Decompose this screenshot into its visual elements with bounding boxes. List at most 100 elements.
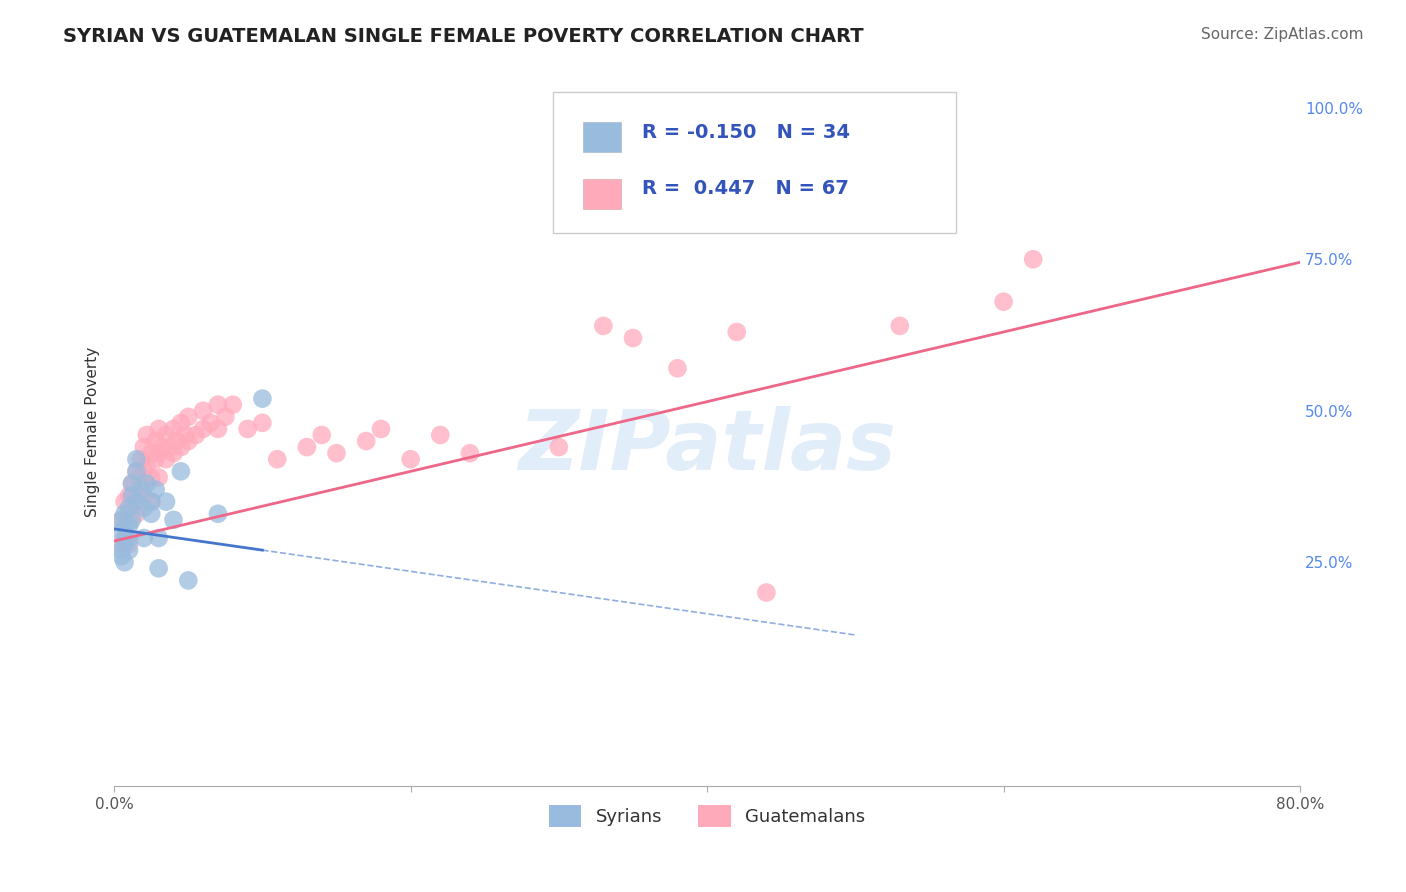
- Point: [174, 428, 197, 442]
- Point: [114, 519, 136, 533]
- Point: [155, 428, 177, 442]
- Point: [159, 440, 181, 454]
- Point: [191, 422, 214, 436]
- Point: [118, 489, 141, 503]
- Point: [162, 446, 184, 460]
- Point: [129, 483, 152, 497]
- Point: [141, 494, 163, 508]
- Point: [114, 507, 136, 521]
- Point: [148, 446, 170, 460]
- Point: [170, 416, 193, 430]
- Point: [311, 428, 333, 442]
- Point: [135, 458, 157, 473]
- Point: [184, 428, 207, 442]
- Text: ZIPatlas: ZIPatlas: [519, 406, 896, 487]
- Point: [200, 416, 222, 430]
- Y-axis label: Single Female Poverty: Single Female Poverty: [86, 347, 100, 517]
- Point: [266, 452, 288, 467]
- Point: [145, 483, 167, 497]
- Point: [177, 409, 200, 424]
- Point: [141, 507, 163, 521]
- Point: [110, 513, 132, 527]
- Point: [354, 434, 377, 448]
- Point: [115, 531, 138, 545]
- Point: [458, 446, 481, 460]
- Point: [150, 440, 173, 454]
- Point: [125, 489, 148, 503]
- Point: [429, 428, 451, 442]
- Point: [325, 446, 347, 460]
- Point: [170, 440, 193, 454]
- Point: [162, 513, 184, 527]
- Text: Source: ZipAtlas.com: Source: ZipAtlas.com: [1201, 27, 1364, 42]
- Point: [114, 494, 136, 508]
- Point: [207, 398, 229, 412]
- FancyBboxPatch shape: [582, 122, 620, 152]
- Point: [114, 555, 136, 569]
- Point: [252, 392, 274, 406]
- Text: R = -0.150   N = 34: R = -0.150 N = 34: [643, 123, 849, 142]
- Point: [148, 531, 170, 545]
- Point: [236, 422, 259, 436]
- Point: [132, 489, 155, 503]
- Point: [148, 422, 170, 436]
- Point: [295, 440, 318, 454]
- Point: [370, 422, 392, 436]
- Point: [755, 585, 778, 599]
- Point: [621, 331, 644, 345]
- Point: [135, 476, 157, 491]
- Point: [125, 464, 148, 478]
- Point: [207, 422, 229, 436]
- Point: [110, 524, 132, 539]
- Point: [121, 476, 143, 491]
- Point: [191, 403, 214, 417]
- Point: [110, 513, 132, 527]
- Point: [121, 513, 143, 527]
- Point: [165, 434, 187, 448]
- Point: [114, 537, 136, 551]
- Point: [118, 531, 141, 545]
- Point: [118, 513, 141, 527]
- Point: [125, 452, 148, 467]
- Point: [993, 294, 1015, 309]
- Point: [118, 519, 141, 533]
- Point: [141, 494, 163, 508]
- Point: [177, 434, 200, 448]
- Point: [725, 325, 748, 339]
- Point: [129, 452, 152, 467]
- Point: [141, 446, 163, 460]
- Point: [129, 476, 152, 491]
- Point: [121, 489, 143, 503]
- Point: [125, 507, 148, 521]
- Point: [125, 464, 148, 478]
- Point: [252, 416, 274, 430]
- Point: [110, 537, 132, 551]
- Point: [207, 507, 229, 521]
- Point: [114, 531, 136, 545]
- FancyBboxPatch shape: [553, 92, 956, 234]
- Point: [155, 494, 177, 508]
- Point: [222, 398, 245, 412]
- Point: [132, 531, 155, 545]
- Text: SYRIAN VS GUATEMALAN SINGLE FEMALE POVERTY CORRELATION CHART: SYRIAN VS GUATEMALAN SINGLE FEMALE POVER…: [63, 27, 863, 45]
- Point: [547, 440, 569, 454]
- Point: [148, 561, 170, 575]
- Point: [118, 500, 141, 515]
- Point: [135, 428, 157, 442]
- Text: R =  0.447   N = 67: R = 0.447 N = 67: [643, 179, 849, 198]
- Point: [145, 434, 167, 448]
- Point: [162, 422, 184, 436]
- FancyBboxPatch shape: [582, 178, 620, 209]
- Point: [666, 361, 689, 376]
- Point: [141, 470, 163, 484]
- Point: [121, 500, 143, 515]
- Point: [214, 409, 236, 424]
- Point: [125, 494, 148, 508]
- Point: [889, 318, 911, 333]
- Point: [177, 574, 200, 588]
- Point: [118, 543, 141, 558]
- Point: [132, 464, 155, 478]
- Point: [148, 470, 170, 484]
- Point: [145, 452, 167, 467]
- Point: [132, 500, 155, 515]
